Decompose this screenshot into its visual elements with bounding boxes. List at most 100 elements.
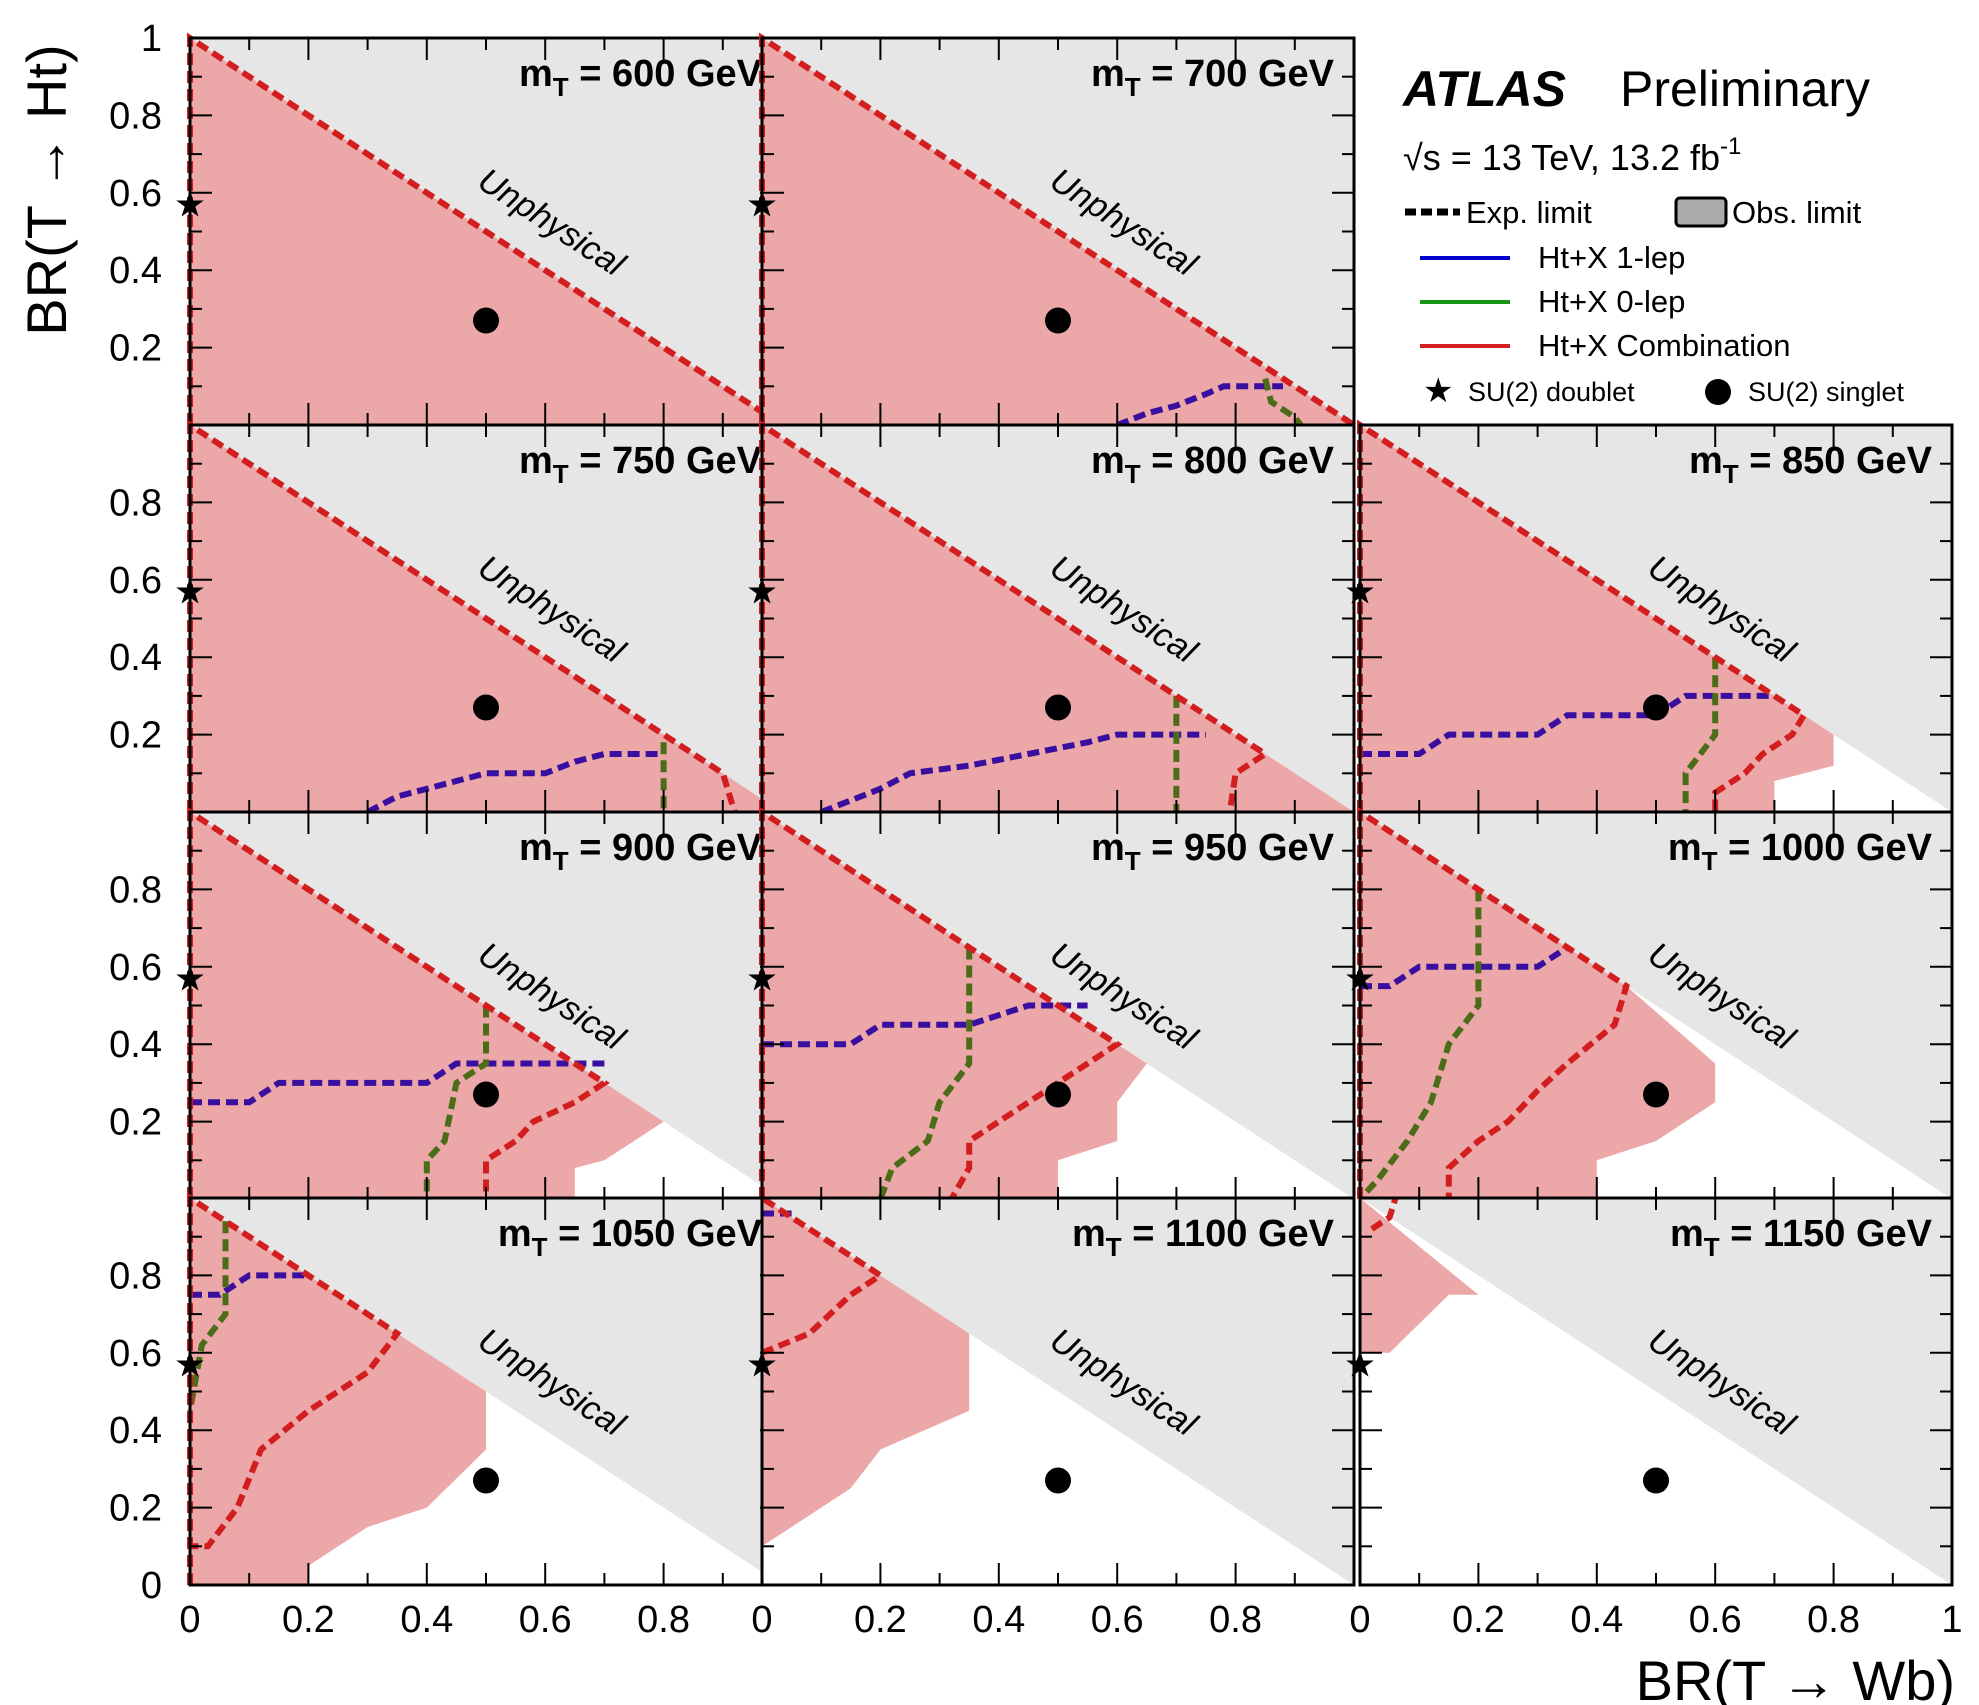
mass-label: mT = 950 GeV — [1091, 827, 1335, 876]
legend-1lep-text: Ht+X 1-lep — [1538, 240, 1685, 275]
y-tick-label: 0.6 — [109, 560, 162, 602]
expected-0lep-line — [1357, 889, 1482, 1202]
y-tick-label: 1 — [141, 18, 162, 60]
expected-0lep-line — [877, 947, 973, 1201]
y-tick-label: 0.6 — [109, 1333, 162, 1375]
panel-9: Unphysical★mT = 1100 GeV — [746, 1195, 1356, 1587]
expected-combination-line — [1357, 419, 1809, 812]
mass-label-value: = 1000 GeV — [1718, 827, 1933, 869]
legend-star-icon: ★ — [1423, 371, 1453, 411]
panel-8: Unphysical★mT = 1050 GeV — [174, 1192, 784, 1587]
panel-2: Unphysical★mT = 750 GeV — [174, 419, 784, 815]
su2-singlet-circle-icon — [473, 694, 499, 721]
mass-label-prefix: m — [1072, 1213, 1106, 1255]
mass-label-value: = 1100 GeV — [1122, 1213, 1335, 1255]
mass-label-value: = 1050 GeV — [548, 1213, 763, 1255]
mass-label: mT = 1100 GeV — [1072, 1213, 1335, 1262]
y-tick-label: 0.4 — [109, 637, 162, 679]
expected-1lep-line — [762, 1002, 1088, 1048]
mass-label: mT = 750 GeV — [519, 440, 763, 489]
x-tick-label: 0 — [751, 1599, 772, 1641]
x-tick-label: 0.6 — [519, 1599, 572, 1641]
x-axis-title: BR(T → Wb) — [1636, 1649, 1955, 1705]
x-tick-label: 0 — [179, 1599, 200, 1641]
expected-combination-line — [760, 1195, 886, 1356]
x-tick-label: 0 — [1349, 1599, 1370, 1641]
expected-combination-line — [187, 806, 610, 1199]
su2-singlet-circle-icon — [473, 1081, 499, 1108]
expected-combination-line — [1370, 1197, 1399, 1232]
legend-combination-text: Ht+X Combination — [1538, 328, 1790, 363]
y-tick-label: 0.6 — [109, 173, 162, 215]
observed-exclusion-region — [190, 1198, 486, 1585]
y-tick-label: 0.2 — [109, 1102, 162, 1144]
expected-1lep-line — [190, 1272, 309, 1298]
mass-label-prefix: m — [498, 1213, 532, 1255]
mass-label-value: = 850 GeV — [1739, 440, 1933, 482]
mass-label-subscript: T — [1125, 846, 1141, 876]
y-tick-label: 0.8 — [109, 95, 162, 137]
expected-combination-line — [187, 1192, 402, 1585]
su2-singlet-circle-icon — [1643, 1081, 1669, 1108]
y-tick-label: 0.4 — [109, 1410, 162, 1452]
observed-exclusion-region — [1360, 1198, 1479, 1353]
axes-labels-layer: 0.2 0.4 0.6 0.8 1 0.2 0.4 0.6 0.8 0.2 0.4 0.6 0.8 0 0.… — [109, 18, 1962, 1641]
x-tick-label: 0.2 — [854, 1599, 907, 1641]
su2-singlet-circle-icon — [1045, 307, 1071, 334]
su2-singlet-circle-icon — [1045, 1081, 1071, 1108]
legend-exp-limit-text: Exp. limit — [1466, 195, 1592, 230]
sqrt-s-symbol: √s — [1403, 137, 1441, 178]
mass-label-value: = 900 GeV — [569, 827, 763, 869]
expected-1lep-line — [1360, 944, 1569, 990]
expected-0lep-line — [423, 1005, 489, 1199]
su2-singlet-circle-icon — [1643, 694, 1669, 721]
mass-label-value: = 800 GeV — [1141, 440, 1335, 482]
y-tick-label: 0 — [141, 1565, 162, 1607]
mass-label: mT = 1150 GeV — [1670, 1213, 1933, 1262]
atlas-label: ATLAS — [1401, 61, 1566, 117]
mass-label-prefix: m — [519, 827, 553, 869]
mass-label: mT = 600 GeV — [519, 53, 763, 102]
panel-4: Unphysical★mT = 850 GeV — [1344, 419, 1954, 814]
legend-obs-limit-swatch — [1674, 196, 1728, 228]
su2-singlet-circle-icon — [473, 1467, 499, 1494]
unphysical-region — [762, 1198, 1354, 1585]
expected-0lep-line — [1682, 657, 1719, 812]
x-tick-label: 0.8 — [637, 1599, 690, 1641]
legend-0lep-text: Ht+X 0-lep — [1538, 284, 1685, 319]
y-tick-label: 0.8 — [109, 482, 162, 524]
mass-label-subscript: T — [1106, 1232, 1122, 1262]
su2-singlet-circle-icon — [1045, 1467, 1071, 1494]
legend-obs-limit-text: Obs. limit — [1732, 195, 1862, 230]
expected-1lep-line — [190, 1060, 605, 1106]
legend: ATLAS Preliminary √s = 13 TeV, 13.2 fb-1… — [1401, 61, 1905, 411]
mass-label-prefix: m — [1668, 827, 1702, 869]
y-tick-label: 0.4 — [109, 1024, 162, 1066]
observed-exclusion-region — [762, 1198, 970, 1585]
y-tick-label: 0.4 — [109, 250, 162, 292]
x-tick-label: 1 — [1941, 1599, 1962, 1641]
expected-0lep-line — [187, 1221, 229, 1412]
y-tick-label: 0.8 — [109, 869, 162, 911]
legend-doublet-text: SU(2) doublet — [1468, 377, 1635, 407]
x-tick-label: 0.8 — [1807, 1599, 1860, 1641]
y-tick-label: 0.2 — [109, 715, 162, 757]
mass-label-prefix: m — [1091, 827, 1125, 869]
panel-0: Unphysical★mT = 600 GeV — [174, 32, 784, 428]
x-tick-label: 0.4 — [400, 1599, 453, 1641]
legend-circle-icon — [1705, 379, 1731, 405]
mass-label: mT = 700 GeV — [1091, 53, 1335, 102]
mass-label-prefix: m — [519, 440, 553, 482]
mass-label: mT = 1000 GeV — [1668, 827, 1933, 876]
mass-label-subscript: T — [1125, 72, 1141, 102]
su2-singlet-circle-icon — [1045, 694, 1071, 721]
panel-10: Unphysical★mT = 1150 GeV — [1344, 1196, 1954, 1587]
mass-label-prefix: m — [1091, 440, 1125, 482]
y-tick-label: 0.8 — [109, 1255, 162, 1297]
panel-1: Unphysical★mT = 700 GeV — [746, 32, 1356, 428]
mass-label-value: = 750 GeV — [569, 440, 763, 482]
panel-3: Unphysical★mT = 800 GeV — [746, 419, 1356, 815]
su2-singlet-circle-icon — [473, 307, 499, 334]
